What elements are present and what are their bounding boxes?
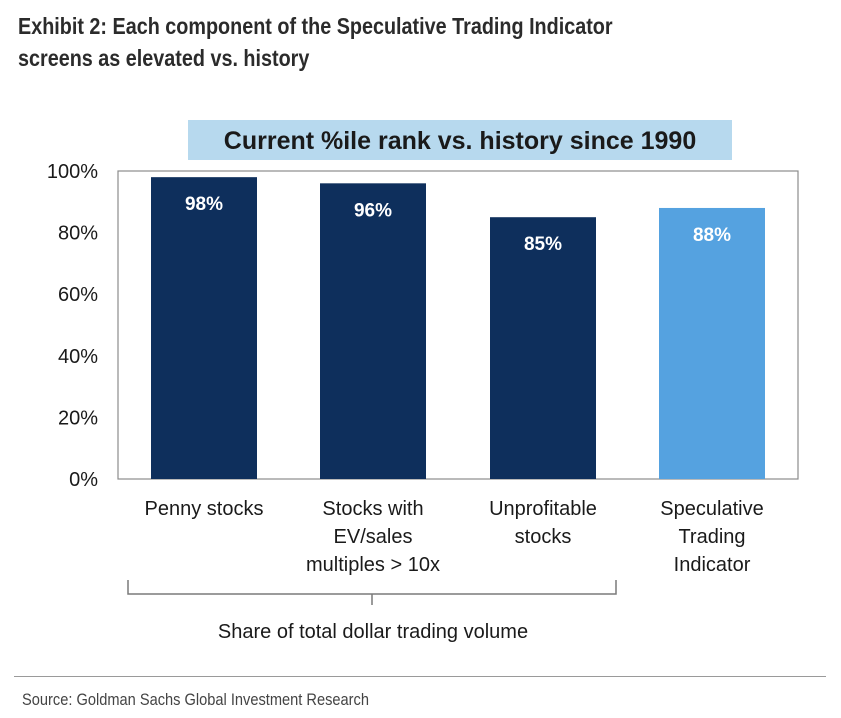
exhibit-title-line-1: Exhibit 2: Each component of the Specula… xyxy=(18,13,613,39)
bar xyxy=(151,177,257,479)
bar-chart: Current %ile rank vs. history since 1990… xyxy=(47,120,799,643)
bar xyxy=(320,183,426,479)
bar xyxy=(490,217,596,479)
y-tick-label: 80% xyxy=(58,223,98,245)
source-note: Source: Goldman Sachs Global Investment … xyxy=(22,690,369,709)
y-tick-label: 0% xyxy=(69,469,98,491)
x-tick-label: Penny stocks xyxy=(145,498,264,520)
bar-data-label: 96% xyxy=(354,200,392,221)
exhibit-title-line-2: screens as elevated vs. history xyxy=(18,45,310,71)
bracket-line xyxy=(127,580,617,605)
chart-title: Current %ile rank vs. history since 1990 xyxy=(224,127,696,155)
x-tick-label: Speculative Trading Indicator xyxy=(660,498,763,576)
plot-frame xyxy=(117,170,799,480)
y-axis: 0% 20% 40% 60% 80% 100% xyxy=(47,161,98,491)
category-group-bracket xyxy=(127,580,617,605)
bar xyxy=(659,207,765,479)
y-tick-label: 40% xyxy=(58,346,98,368)
category-group-label: Share of total dollar trading volume xyxy=(218,621,528,643)
bar-data-label: 88% xyxy=(693,225,731,246)
plot-border xyxy=(117,170,799,480)
exhibit-title: Exhibit 2: Each component of the Specula… xyxy=(18,10,706,74)
x-axis: Penny stocks Stocks with EV/sales multiples… xyxy=(145,498,764,576)
x-tick-label: Unprofitable stocks xyxy=(489,498,597,548)
bar-data-label: 85% xyxy=(524,234,562,255)
chart-title-background xyxy=(188,120,732,160)
bar-data-label: 98% xyxy=(185,194,223,215)
source-divider xyxy=(14,676,826,677)
bars: 98% 96% 85% 88% xyxy=(151,177,765,479)
x-tick-label: Stocks with EV/sales multiples > 10x xyxy=(306,498,440,576)
y-tick-label: 100% xyxy=(47,161,98,183)
y-tick-label: 60% xyxy=(58,284,98,306)
y-tick-label: 20% xyxy=(58,407,98,429)
